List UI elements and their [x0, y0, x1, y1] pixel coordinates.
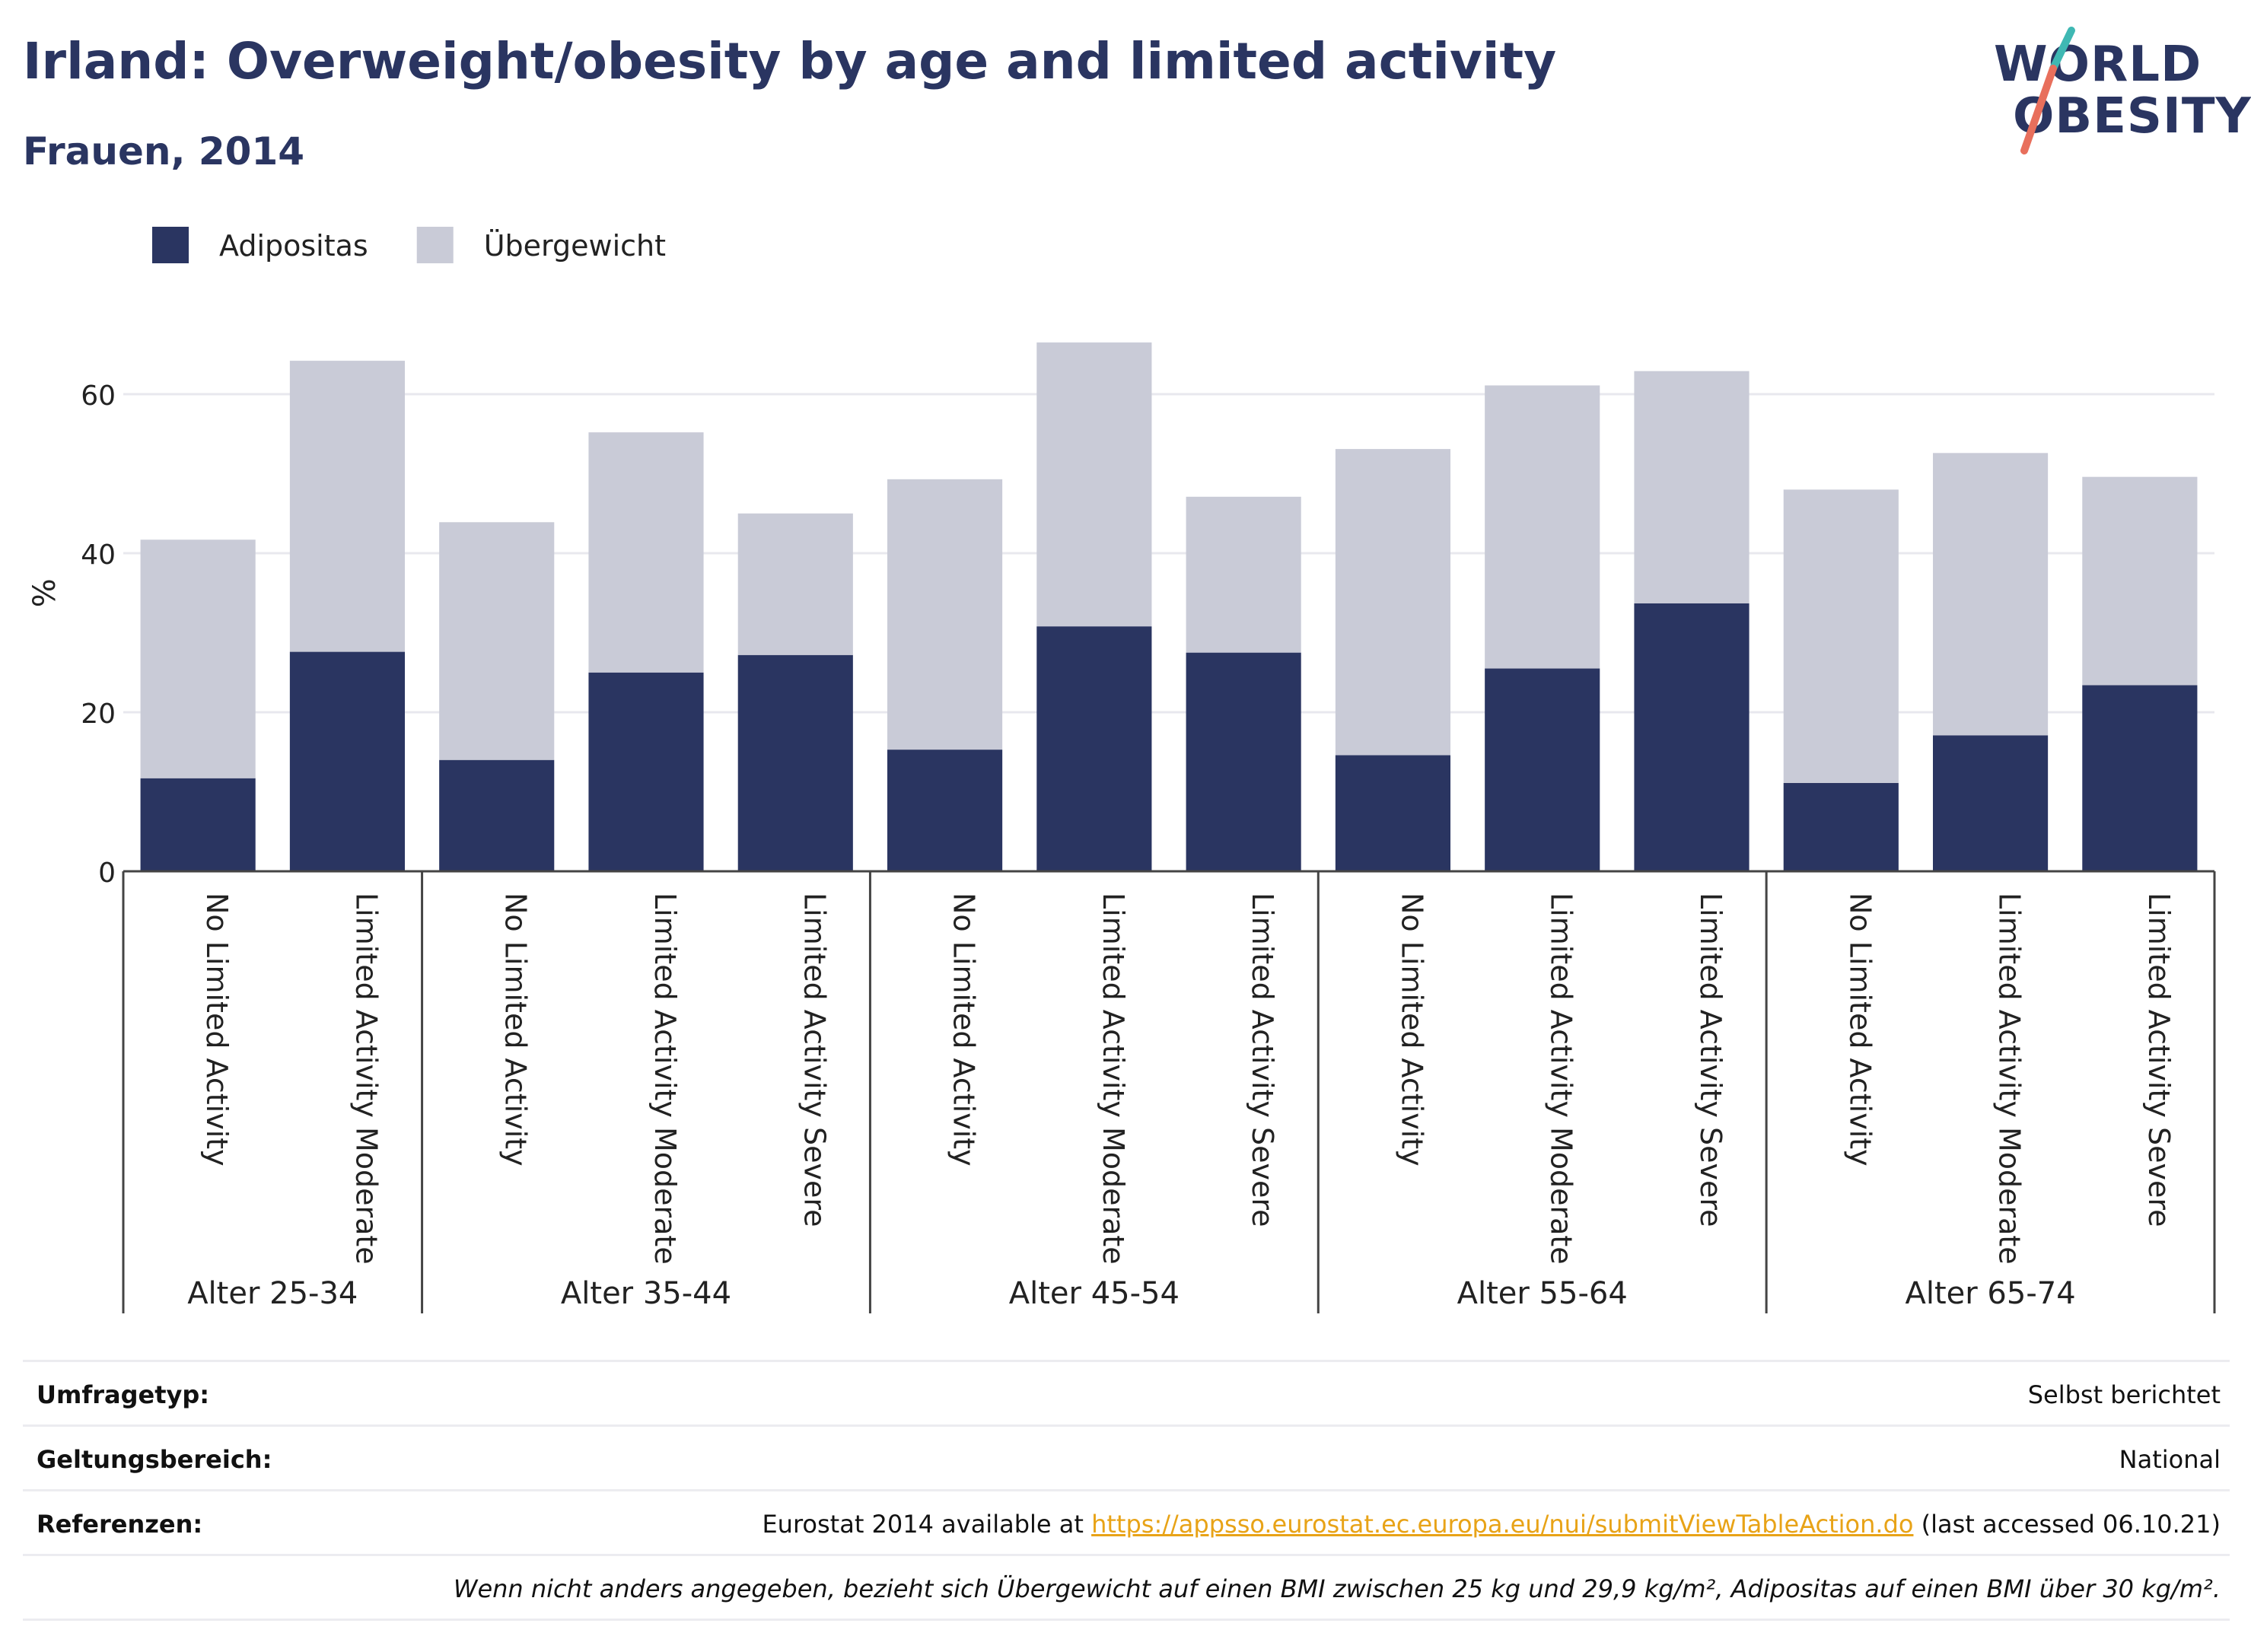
- references-value: Eurostat 2014 available at https://appss…: [762, 1510, 2221, 1539]
- x-group-label: Alter 25-34: [187, 1276, 358, 1311]
- logo-text-obesity: OBESITY: [2013, 88, 2251, 145]
- y-tick-label: 0: [98, 858, 116, 889]
- logo-text-world: WORLD: [1994, 37, 2202, 93]
- chart-labels: 0 20 40 60% No Limited Activity Limited Activ…: [27, 380, 2176, 1311]
- x-category-label: Limited Activity Moderate: [1097, 893, 1130, 1265]
- legend-label-1: Übergewicht: [484, 229, 666, 263]
- x-category-label: Limited Activity Moderate: [349, 893, 383, 1265]
- chart-gridlines: [123, 393, 2214, 714]
- x-category-label: Limited Activity Severe: [2142, 893, 2176, 1227]
- bar-adipositas: [439, 759, 555, 871]
- bar-uebergewicht: [140, 540, 256, 778]
- y-axis-label: %: [27, 578, 62, 607]
- bar-adipositas: [588, 672, 704, 871]
- bar-uebergewicht: [1335, 449, 1450, 756]
- bar-uebergewicht: [439, 522, 555, 760]
- bar-uebergewicht: [1186, 496, 1301, 653]
- bar-uebergewicht: [887, 479, 1003, 750]
- chart-subtitle: Frauen, 2014: [23, 129, 305, 173]
- bar-adipositas: [1933, 735, 2049, 871]
- bar-uebergewicht: [588, 432, 704, 673]
- x-category-label: Limited Activity Moderate: [1545, 893, 1578, 1265]
- stacked-bar-chart: Adipositas Übergewicht 0 20 40 60% No Limited…: [27, 227, 2216, 1313]
- x-category-label: Limited Activity Moderate: [648, 893, 682, 1265]
- chart-bars: [140, 342, 2198, 871]
- x-category-label: No Limited Activity: [200, 893, 234, 1167]
- bmi-definition-note: Wenn nicht anders angegeben, bezieht sic…: [453, 1574, 2221, 1603]
- x-category-label: No Limited Activity: [947, 893, 981, 1167]
- legend-label-0: Adipositas: [219, 229, 368, 263]
- x-group-label: Alter 45-54: [1009, 1276, 1180, 1311]
- bar-adipositas: [737, 654, 853, 871]
- x-category-label: Limited Activity Moderate: [1993, 893, 2027, 1265]
- bar-adipositas: [1036, 626, 1152, 871]
- references-link[interactable]: https://appsso.eurostat.ec.europa.eu/nui…: [1091, 1510, 1914, 1539]
- bar-adipositas: [1186, 652, 1301, 871]
- bar-uebergewicht: [1933, 453, 2049, 736]
- x-group-label: Alter 35-44: [561, 1276, 731, 1311]
- x-category-label: No Limited Activity: [1843, 893, 1877, 1167]
- x-group-label: Alter 65-74: [1905, 1276, 2075, 1311]
- x-category-label: Limited Activity Severe: [798, 893, 831, 1227]
- x-category-label: Limited Activity Severe: [1246, 893, 1279, 1227]
- y-tick-label: 60: [81, 380, 116, 412]
- chart-legend: Adipositas Übergewicht: [152, 227, 666, 263]
- bar-adipositas: [2082, 685, 2198, 871]
- bar-uebergewicht: [1634, 371, 1750, 603]
- footer-row-scope: Geltungsbereich: National: [23, 1424, 2230, 1489]
- references-label: Referenzen:: [37, 1510, 203, 1539]
- chart-title: Irland: Overweight/obesity by age and li…: [23, 32, 1557, 91]
- world-obesity-logo: WORLD OBESITY: [1979, 23, 2251, 167]
- bar-uebergewicht: [737, 513, 853, 655]
- bar-uebergewicht: [2082, 476, 2198, 686]
- bar-uebergewicht: [289, 361, 405, 652]
- legend-swatch-0: [152, 227, 189, 263]
- x-group-label: Alter 55-64: [1457, 1276, 1628, 1311]
- x-category-label: Limited Activity Severe: [1694, 893, 1727, 1227]
- bar-adipositas: [1335, 755, 1450, 871]
- bar-adipositas: [1634, 603, 1750, 871]
- chart-axes: [122, 870, 2216, 1313]
- survey-type-value: Selbst berichtet: [2027, 1380, 2221, 1409]
- bar-adipositas: [1783, 783, 1899, 871]
- bar-adipositas: [289, 651, 405, 871]
- bar-adipositas: [1485, 668, 1600, 871]
- bar-adipositas: [140, 778, 256, 871]
- scope-label: Geltungsbereich:: [37, 1445, 272, 1474]
- scope-value: National: [2119, 1445, 2221, 1474]
- x-category-label: No Limited Activity: [499, 893, 533, 1167]
- chart-metadata-table: Umfragetyp: Selbst berichtet Geltungsber…: [23, 1360, 2230, 1621]
- footer-row-note: Wenn nicht anders angegeben, bezieht sic…: [23, 1554, 2230, 1621]
- references-suffix: (last accessed 06.10.21): [1913, 1510, 2221, 1539]
- references-prefix: Eurostat 2014 available at: [762, 1510, 1092, 1539]
- y-tick-label: 40: [81, 540, 116, 571]
- bar-uebergewicht: [1036, 342, 1152, 627]
- footer-row-survey-type: Umfragetyp: Selbst berichtet: [23, 1360, 2230, 1424]
- logo-slash-icon: [2020, 27, 2075, 154]
- legend-swatch-1: [416, 227, 454, 263]
- footer-row-references: Referenzen: Eurostat 2014 available at h…: [23, 1489, 2230, 1554]
- y-tick-label: 20: [81, 699, 116, 730]
- bar-uebergewicht: [1485, 385, 1600, 669]
- x-category-label: No Limited Activity: [1395, 893, 1428, 1167]
- survey-type-label: Umfragetyp:: [37, 1380, 210, 1409]
- bar-adipositas: [887, 750, 1003, 871]
- bar-uebergewicht: [1783, 489, 1899, 784]
